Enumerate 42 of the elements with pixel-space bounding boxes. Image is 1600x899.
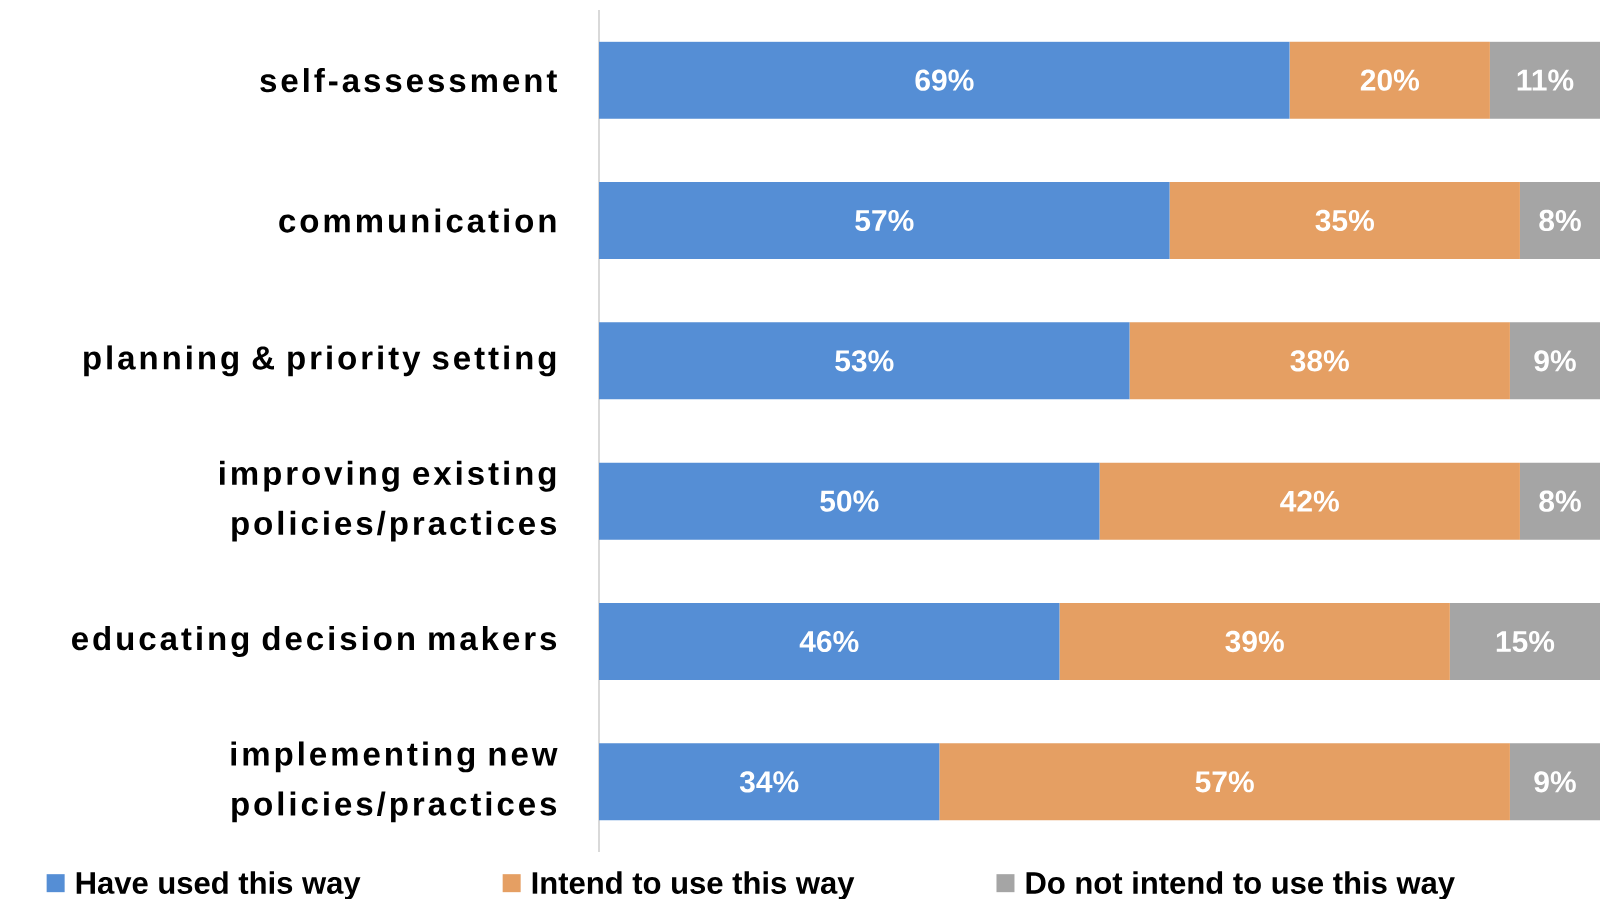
bar <box>599 322 1130 400</box>
data-label: 20% <box>1360 69 1420 91</box>
data-label: 46% <box>799 630 859 653</box>
y-tick-label: planning & priority setting <box>84 345 556 377</box>
bar <box>1449 603 1600 681</box>
bar <box>599 603 1060 681</box>
data-label: 38% <box>1290 350 1349 372</box>
bar <box>599 743 940 821</box>
bar <box>1099 462 1520 540</box>
data-label: 57% <box>855 209 914 232</box>
y-tick-label: implementing new policies/practices <box>231 741 558 823</box>
bar <box>1169 182 1520 260</box>
data-label: 69% <box>915 69 974 91</box>
data-label: 35% <box>1315 209 1374 232</box>
data-label: 53% <box>835 350 894 372</box>
bar <box>1129 322 1510 400</box>
y-tick-label: communication <box>279 208 556 233</box>
bar <box>599 41 1290 119</box>
data-label: 9% <box>1534 771 1576 793</box>
bar <box>599 182 1170 260</box>
bar <box>1509 322 1600 400</box>
bar <box>1519 182 1600 260</box>
data-label: 34% <box>739 771 799 793</box>
data-label: 15% <box>1496 630 1555 653</box>
bar <box>599 462 1100 540</box>
bar <box>1489 41 1600 119</box>
data-label: 8% <box>1539 209 1581 232</box>
data-label: 39% <box>1225 630 1284 653</box>
bar <box>1059 603 1450 681</box>
y-tick-label: improving existing policies/practices <box>220 460 557 542</box>
bar <box>1509 743 1600 821</box>
data-label: 50% <box>820 490 879 512</box>
y-tick-label: self-assessment <box>260 68 557 93</box>
y-tick-label: educating decision makers <box>72 626 557 657</box>
data-label: 9% <box>1534 350 1576 372</box>
bar <box>1519 462 1600 540</box>
bar <box>1289 41 1490 119</box>
data-label: 57% <box>1195 771 1254 793</box>
bar <box>939 743 1510 821</box>
data-label: 8% <box>1539 490 1581 512</box>
data-label: 42% <box>1280 490 1339 512</box>
data-label: 11% <box>1517 69 1574 91</box>
